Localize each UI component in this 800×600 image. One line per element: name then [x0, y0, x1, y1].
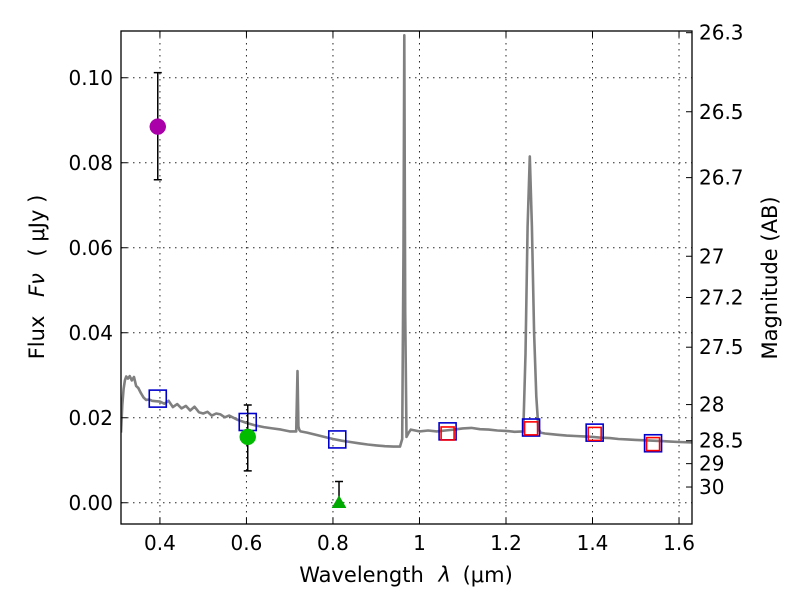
- x-tick-label: 1.6: [663, 531, 695, 555]
- y2-tick-label: 29: [699, 452, 724, 476]
- x-axis-label-unit: (μm): [463, 563, 513, 587]
- y2-tick-label: 27.5: [699, 335, 744, 359]
- x-tick-label: 1.2: [490, 531, 522, 555]
- y2-tick-label: 26.5: [699, 100, 744, 124]
- y-tick-label: 0.04: [68, 321, 113, 345]
- y-tick-label: 0.00: [68, 491, 113, 515]
- x-tick-label: 0.8: [317, 531, 349, 555]
- y2-tick-label: 27: [699, 244, 724, 268]
- grid-layer: [121, 31, 692, 524]
- spectrum-line: [121, 33, 692, 448]
- x-axis-label: Wavelength λ (μm): [299, 563, 513, 587]
- axes-layer: 0.4 0.6 0.8 1 1.2 1.4 1.6 0.00 0.02 0.04 0.06 0.08 0…: [68, 21, 743, 555]
- photometry-square-point: [523, 421, 539, 436]
- y-tick-label: 0.06: [68, 236, 113, 260]
- y2-tick-label: 30: [699, 475, 724, 499]
- plot-frame: [120, 30, 693, 525]
- y2-tick-label: 27.2: [699, 285, 744, 309]
- observed-circle-point: [239, 428, 256, 446]
- x-tick-label: 1: [413, 531, 426, 555]
- photometry-square-point: [643, 433, 663, 453]
- x-tick-label: 0.6: [231, 531, 263, 555]
- plot-layer: [121, 33, 692, 508]
- x-axis-label-symbol: λ: [437, 563, 450, 587]
- y2-axis-label: Magnitude (AB): [758, 196, 782, 359]
- x-axis-label-text: Wavelength: [299, 563, 424, 587]
- observed-triangle-point: [331, 495, 347, 508]
- y2-tick-label: 28.5: [699, 429, 744, 453]
- y-axis-label-text: Flux: [25, 316, 49, 360]
- y-tick-label: 0.02: [68, 406, 113, 430]
- photometry-square-point: [521, 418, 541, 437]
- observed-circle-point: [149, 118, 167, 135]
- photometry-square-point: [440, 426, 455, 441]
- y2-tick-label: 26.7: [699, 166, 744, 190]
- y-axis-label: Flux Fν ( μJy ): [25, 195, 49, 360]
- y-axis-label-symbol: Fν: [25, 273, 49, 297]
- photometry-square-point: [587, 426, 602, 442]
- photometry-square-point: [148, 389, 168, 408]
- y-tick-label: 0.10: [68, 66, 113, 90]
- y-tick-label: 0.08: [68, 151, 113, 175]
- photometry-square-point: [645, 436, 661, 452]
- y-axis-label-unit: ( μJy ): [25, 195, 49, 257]
- y2-tick-label: 26.3: [699, 21, 744, 45]
- x-tick-label: 0.4: [144, 531, 176, 555]
- x-tick-label: 1.4: [577, 531, 609, 555]
- photometry-square-point: [327, 430, 347, 449]
- y2-tick-label: 28: [699, 393, 724, 417]
